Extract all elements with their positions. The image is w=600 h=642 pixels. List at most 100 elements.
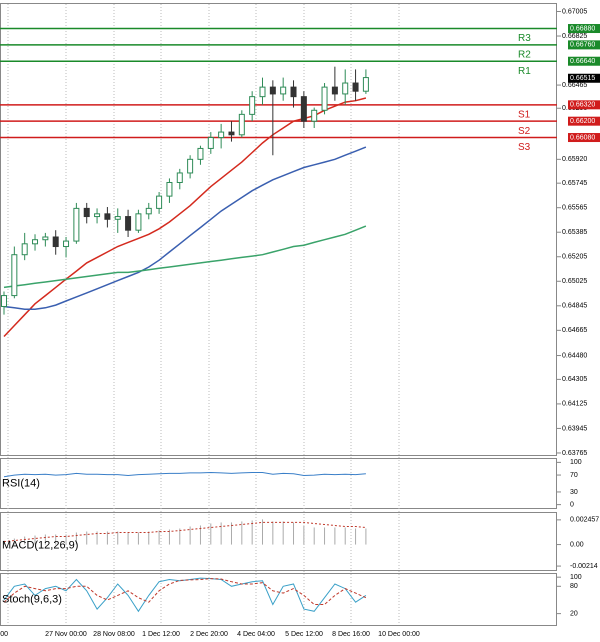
level-box [568,100,600,110]
rsi-frame [0,458,557,509]
x-tick-label: 1 Dec 12:00 [142,631,180,638]
moving-average [3,146,367,310]
level-price: 0.66880 [570,25,595,32]
y-tick-label: 0.002457 [570,517,599,524]
stoch-frame [0,573,557,626]
y-tick-label: 0.64125 [562,401,587,408]
level-name: R1 [518,66,531,77]
panel-title: RSI(14) [2,477,40,489]
level-name: S3 [518,142,531,153]
y-tick-label: 0.65205 [562,254,587,261]
candle-body [52,236,59,248]
indicator-line [3,577,367,613]
last-price: 0.66515 [570,75,595,82]
y-tick-label: 100 [570,459,582,466]
candle-body [63,240,70,248]
main-frame [0,3,557,456]
level-name: R2 [518,50,531,61]
candle-body [362,77,369,92]
y-tick-label: 0.63765 [562,450,587,457]
level-box [568,133,600,143]
y-tick-label: 80 [570,583,578,590]
level-price: 0.66200 [570,118,595,125]
y-tick-label: 0.65745 [562,180,587,187]
candle-body [249,96,256,115]
y-tick-label: 0.00 [570,541,584,548]
candle-body [42,236,49,241]
level-name: R3 [518,33,531,44]
y-tick-label: 100 [570,574,582,581]
candle-body [1,295,7,307]
candle-body [176,172,183,183]
candle-body [135,213,142,231]
candle-body [218,131,225,139]
y-tick-label: 0.65920 [562,156,587,163]
x-tick-label: 27 Nov 00:00 [45,631,87,638]
candle-body [187,158,194,174]
candle-body [311,109,318,122]
y-tick-label: 0.65565 [562,205,587,212]
candle-body [73,207,80,242]
signal-line [3,521,366,543]
x-tick-label: 10 Dec 00:00 [378,631,420,638]
y-tick-label: 0.63945 [562,425,587,432]
level-name: S2 [518,126,531,137]
candle-body [228,131,235,136]
level-box [568,116,600,126]
candle-body [104,213,111,220]
candle-body [145,207,152,215]
y-tick-label: 0.64845 [562,303,587,310]
level-price: 0.66760 [570,42,595,49]
candle-body [32,239,39,245]
y-tick-label: 30 [570,489,578,496]
candle-body [352,82,359,92]
candle-body [321,86,328,111]
candle-body [280,86,287,95]
x-tick-label: 8 Dec 16:00 [332,631,370,638]
y-tick-label: 0.66465 [562,82,587,89]
x-tick-label: 28 Nov 08:00 [93,631,135,638]
level-name: S1 [518,109,531,120]
candle-body [197,147,204,160]
panel-title: Stoch(9,6,3) [2,593,62,605]
level-price: 0.66320 [570,102,595,109]
y-tick-label: 0.66825 [562,33,587,40]
candle-body [83,207,90,218]
moving-average [3,97,367,338]
candle-body [238,113,245,136]
x-tick-label: 5 Dec 12:00 [285,631,323,638]
candle-body [331,86,338,95]
candle-body [21,243,28,256]
candle-body [269,86,276,95]
y-tick-label: 70 [570,472,578,479]
candle-body [11,254,18,297]
candle-body [342,82,349,95]
level-box [568,24,600,34]
x-tick-label: 4 Dec 04:00 [237,631,275,638]
x-tick-label: 16:00 [0,631,8,638]
candle-body [166,181,173,197]
y-tick-label: 0 [570,501,574,508]
indicator-line [3,471,366,478]
indicator-line [3,578,367,605]
level-box [568,56,600,66]
candle-body [156,195,163,209]
candle-body [114,216,121,220]
y-tick-label: 0.65025 [562,278,587,285]
level-price: 0.66640 [570,58,595,65]
last-price-box [568,73,600,83]
y-tick-label: 0.67005 [562,8,587,15]
candle-body [125,216,132,231]
y-tick-label: 0.65385 [562,229,587,236]
y-tick-label: 0.64305 [562,376,587,383]
x-tick-label: 2 Dec 20:00 [190,631,228,638]
y-tick-label: 0.64665 [562,327,587,334]
level-price: 0.66080 [570,134,595,141]
macd-frame [0,512,557,571]
candle-body [207,137,214,149]
moving-average [3,225,367,289]
candle-body [300,96,307,122]
y-tick-label: -0.00214 [570,563,598,570]
candle-body [94,213,101,218]
